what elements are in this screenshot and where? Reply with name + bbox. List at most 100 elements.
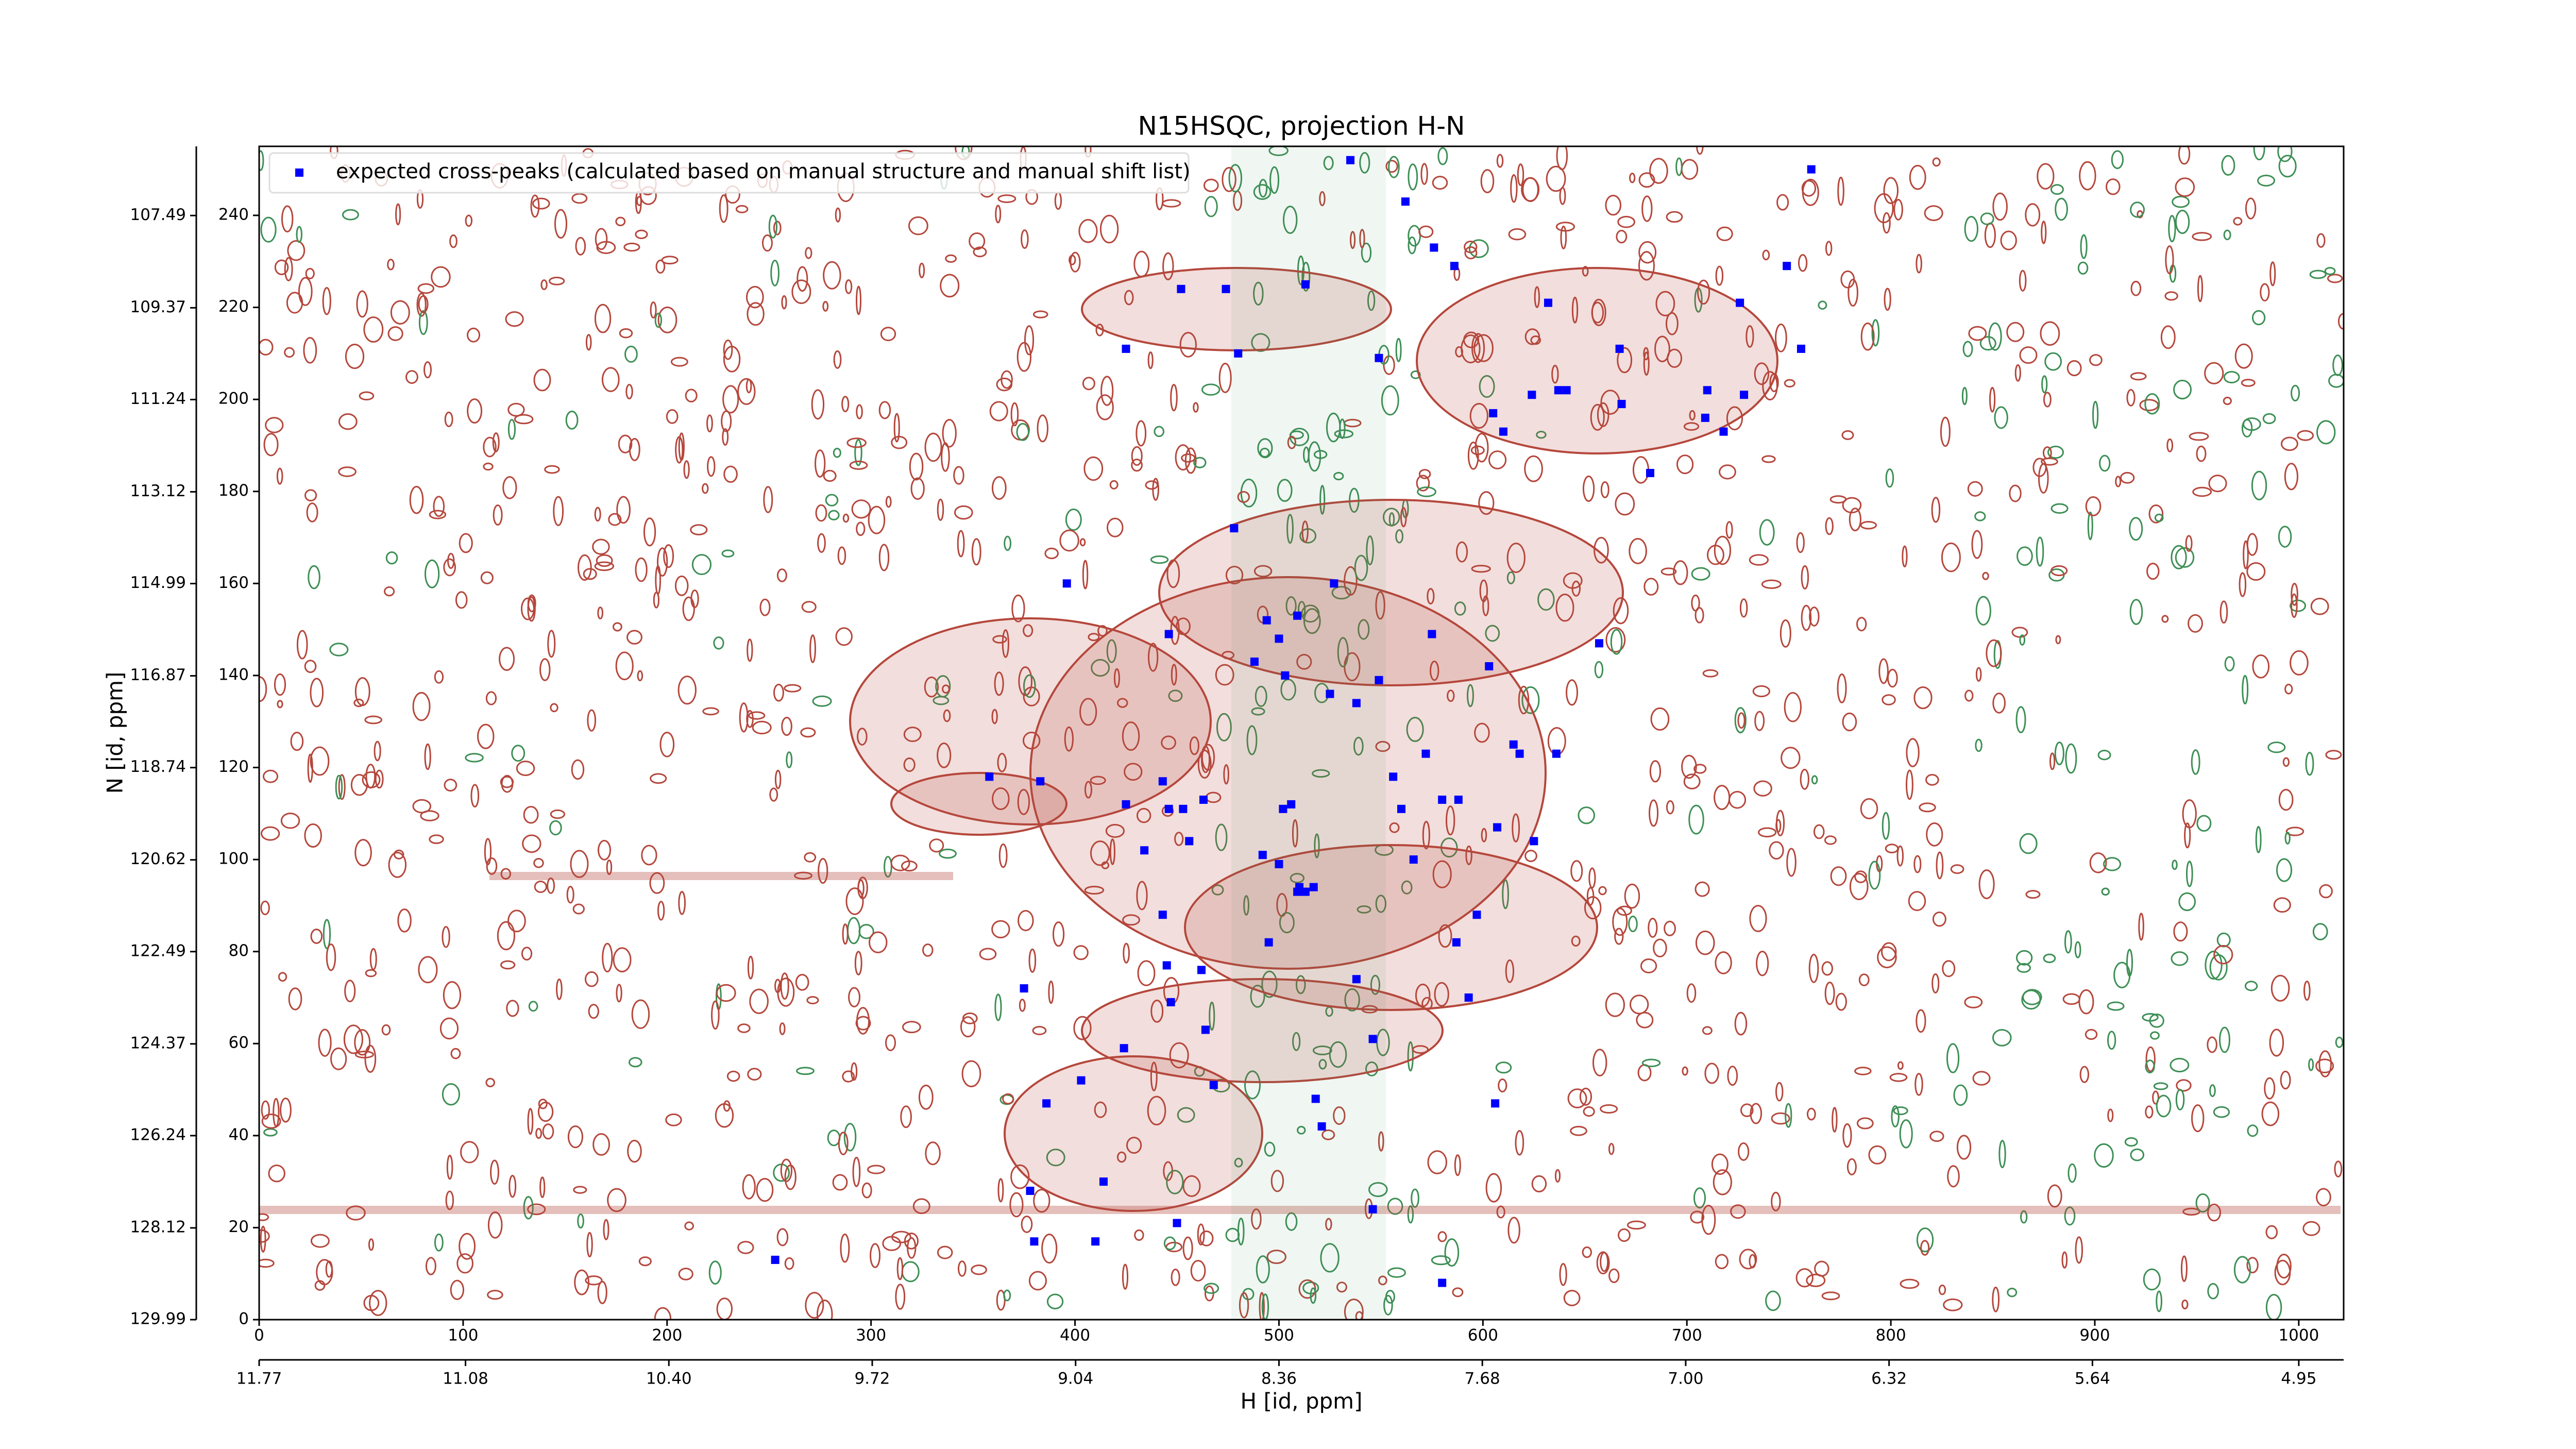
- contour: [1936, 851, 1944, 880]
- contour: [1868, 861, 1881, 890]
- contour: [528, 1001, 538, 1012]
- cross-peak: [1530, 837, 1538, 846]
- contour: [1251, 707, 1265, 716]
- contour: [597, 606, 604, 619]
- contour: [711, 1000, 720, 1030]
- y-tick-label: 40: [229, 1125, 249, 1144]
- contour: [1931, 497, 1941, 523]
- contour: [1333, 471, 1344, 481]
- contour: [969, 232, 986, 250]
- contour: [483, 436, 497, 458]
- contour: [852, 1156, 861, 1187]
- contour: [2188, 614, 2203, 633]
- cross-peak: [1509, 740, 1518, 749]
- contour: [1228, 164, 1243, 193]
- contour: [1168, 689, 1183, 702]
- contour: [1333, 1106, 1346, 1125]
- contour: [2130, 280, 2142, 296]
- contour: [1375, 740, 1391, 752]
- contour: [2269, 261, 2276, 287]
- contour: [1988, 322, 2002, 351]
- contour: [1588, 867, 1596, 889]
- contour: [423, 361, 432, 379]
- contour: [1653, 938, 1667, 957]
- contour: [2182, 799, 2197, 829]
- contour: [260, 1225, 266, 1253]
- contour: [1171, 664, 1177, 686]
- contour: [2278, 788, 2294, 811]
- contour: [957, 1260, 967, 1277]
- contour: [1992, 1286, 2000, 1312]
- contour: [2107, 1108, 2114, 1122]
- contour: [547, 877, 555, 894]
- contour: [278, 972, 287, 982]
- y2-tick-label: 107.49: [130, 206, 186, 224]
- cross-peak: [1201, 1025, 1210, 1034]
- y2-tick-label: 116.87: [130, 666, 186, 684]
- contour: [1255, 685, 1267, 707]
- contour: [1084, 781, 1093, 799]
- contour: [2124, 1137, 2138, 1147]
- contour: [2126, 949, 2133, 977]
- contour: [1926, 822, 1943, 847]
- contour: [737, 378, 756, 405]
- contour: [1848, 278, 1858, 307]
- contour: [1734, 707, 1747, 734]
- contour: [998, 843, 1008, 868]
- contour: [774, 769, 782, 789]
- contour: [1752, 685, 1771, 698]
- contour: [502, 476, 517, 499]
- contour: [2180, 1255, 2188, 1282]
- contour: [460, 1141, 479, 1164]
- contour: [346, 1205, 366, 1221]
- contour: [2172, 860, 2178, 870]
- y2-tick-label: 113.12: [130, 482, 186, 500]
- cross-peak: [1122, 344, 1130, 353]
- contour: [434, 670, 444, 684]
- contour: [1292, 819, 1298, 848]
- contour: [2085, 496, 2102, 516]
- contour: [1106, 517, 1124, 537]
- contour: [390, 300, 410, 325]
- contour: [901, 860, 918, 872]
- series: [771, 156, 1816, 1287]
- contour: [723, 465, 738, 483]
- contour: [1420, 163, 1428, 185]
- contour: [994, 671, 1004, 696]
- contour: [1301, 604, 1320, 623]
- y2-tick-label: 109.37: [130, 298, 186, 316]
- contour: [702, 707, 719, 716]
- cross-peak: [1234, 349, 1243, 358]
- contour: [1452, 1287, 1464, 1298]
- contour: [1727, 1066, 1738, 1086]
- contour: [1775, 819, 1782, 833]
- contour: [540, 279, 548, 291]
- contour: [1765, 1290, 1781, 1311]
- contour: [1174, 832, 1184, 846]
- contour: [1113, 668, 1120, 688]
- contour: [2253, 146, 2265, 161]
- contour: [1444, 1238, 1460, 1267]
- contour: [1279, 912, 1295, 934]
- contour: [1947, 1165, 1960, 1188]
- contour: [1019, 999, 1026, 1012]
- legend-entry: expected cross-peaks (calculated based o…: [336, 160, 1191, 183]
- contour: [2255, 825, 2262, 853]
- contour: [547, 630, 556, 658]
- contour: [1856, 617, 1867, 632]
- contour: [456, 1253, 473, 1274]
- contour: [1211, 884, 1224, 896]
- contour: [1427, 588, 1435, 605]
- contour: [2042, 446, 2052, 460]
- contour: [2312, 923, 2328, 940]
- contour: [549, 276, 565, 285]
- contour: [1137, 960, 1156, 986]
- contour: [470, 784, 480, 807]
- cross-peak: [1617, 400, 1626, 409]
- contour: [2216, 932, 2231, 948]
- contour: [1079, 538, 1086, 547]
- contour: [1605, 992, 1625, 1017]
- x2-tick-label: 11.08: [443, 1370, 488, 1388]
- contour: [260, 826, 280, 841]
- contour: [308, 565, 320, 589]
